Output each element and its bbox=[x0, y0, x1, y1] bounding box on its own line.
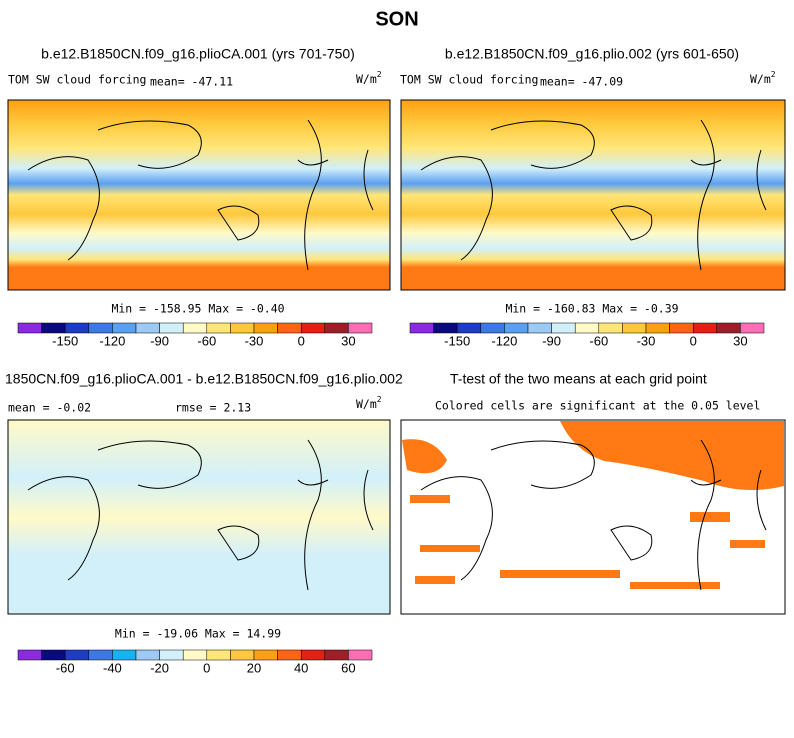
colorbar-label: 40 bbox=[294, 660, 308, 675]
colorbar-box bbox=[230, 649, 255, 661]
map bbox=[7, 419, 391, 615]
colorbar-label: 20 bbox=[247, 660, 261, 675]
units-power: 2 bbox=[377, 395, 382, 404]
units: W/m2 bbox=[356, 70, 382, 86]
colorbar-label: -150 bbox=[444, 333, 470, 348]
rmse-label: rmse = 2.13 bbox=[175, 401, 251, 415]
panel-title: b.e12.B1850CN.f09_g16.plioCA.001 (yrs 70… bbox=[41, 46, 355, 62]
units-base: W/m bbox=[356, 397, 377, 411]
colorbar-label: 30 bbox=[341, 333, 355, 348]
units-base: W/m bbox=[356, 72, 377, 86]
colorbar-label: -40 bbox=[103, 660, 122, 675]
note: Colored cells are significant at the 0.0… bbox=[435, 399, 760, 413]
colorbar-box bbox=[17, 322, 42, 334]
units-power: 2 bbox=[377, 70, 382, 79]
colorbar-box bbox=[669, 322, 694, 334]
variable-label: TOM SW cloud forcing bbox=[400, 73, 538, 87]
colorbar-box bbox=[300, 649, 326, 661]
units-power: 2 bbox=[771, 70, 776, 79]
colorbar-box bbox=[348, 322, 373, 334]
colorbar-box bbox=[17, 649, 42, 661]
colorbar-box bbox=[551, 322, 576, 334]
colorbar-box bbox=[230, 322, 255, 334]
colorbar-box bbox=[574, 322, 600, 334]
colorbar-box bbox=[480, 322, 505, 334]
colorbar-box bbox=[253, 649, 278, 661]
colorbar-label: -90 bbox=[150, 333, 169, 348]
colorbar-box bbox=[88, 649, 113, 661]
colorbar-box bbox=[159, 649, 184, 661]
variable-label: TOM SW cloud forcing bbox=[8, 73, 146, 87]
colorbar-label: -90 bbox=[542, 333, 561, 348]
colorbar-label: -60 bbox=[56, 660, 75, 675]
colorbar-box bbox=[206, 649, 231, 661]
colorbar-box bbox=[692, 322, 718, 334]
colorbar-box bbox=[64, 322, 90, 334]
panel-title: b.e12.B1850CN.f09_g16.plio.002 (yrs 601-… bbox=[445, 46, 739, 62]
map bbox=[7, 99, 391, 291]
significant-cells bbox=[402, 421, 784, 589]
units: W/m2 bbox=[750, 70, 776, 86]
colorbar-box bbox=[41, 649, 66, 661]
colorbar-box bbox=[504, 322, 529, 334]
colorbar-box bbox=[88, 322, 113, 334]
colorbar-box bbox=[527, 322, 552, 334]
colorbar-label: -30 bbox=[637, 333, 656, 348]
mean-label: mean= -47.09 bbox=[540, 75, 623, 89]
colorbar-box bbox=[645, 322, 670, 334]
colorbar-box bbox=[277, 649, 302, 661]
colorbar-box bbox=[64, 649, 90, 661]
panel-title: 1850CN.f09_g16.plioCA.001 - b.e12.B1850C… bbox=[5, 371, 403, 387]
colorbar-label: -120 bbox=[99, 333, 125, 348]
colorbar-box bbox=[324, 649, 349, 661]
colorbar-label: -30 bbox=[245, 333, 264, 348]
colorbar-box bbox=[456, 322, 482, 334]
colorbar-box bbox=[598, 322, 623, 334]
colorbar-label: 0 bbox=[690, 333, 697, 348]
colorbar-label: -120 bbox=[491, 333, 517, 348]
colorbar-label: 30 bbox=[733, 333, 747, 348]
colorbar-box bbox=[206, 322, 231, 334]
colorbar-box bbox=[433, 322, 458, 334]
colorbar-label: -60 bbox=[197, 333, 216, 348]
colorbar-box bbox=[409, 322, 434, 334]
colorbar-label: -150 bbox=[52, 333, 78, 348]
colorbar-box bbox=[253, 322, 278, 334]
colorbar-box bbox=[740, 322, 765, 334]
colorbar-box bbox=[159, 322, 184, 334]
colorbar-label: 0 bbox=[203, 660, 210, 675]
panel-title: T-test of the two means at each grid poi… bbox=[450, 371, 707, 387]
colorbar-box bbox=[716, 322, 741, 334]
colorbar-box bbox=[135, 322, 160, 334]
colorbar-box bbox=[324, 322, 349, 334]
colorbar-label: 0 bbox=[298, 333, 305, 348]
colorbar-label: 60 bbox=[341, 660, 355, 675]
mean-label: mean= -47.11 bbox=[150, 75, 233, 89]
colorbar-box bbox=[300, 322, 326, 334]
map bbox=[400, 99, 786, 291]
colorbar-label: -20 bbox=[150, 660, 169, 675]
title-backdrop bbox=[440, 368, 794, 392]
colorbar-box bbox=[182, 649, 208, 661]
stats: Min = -158.95 Max = -0.40 bbox=[111, 302, 284, 316]
colorbar-box bbox=[112, 649, 137, 661]
mean-label: mean = -0.02 bbox=[8, 401, 91, 415]
units-base: W/m bbox=[750, 72, 771, 86]
stats: Min = -160.83 Max = -0.39 bbox=[505, 302, 678, 316]
colorbar-box bbox=[135, 649, 160, 661]
stats: Min = -19.06 Max = 14.99 bbox=[115, 627, 281, 641]
colorbar-box bbox=[41, 322, 66, 334]
units: W/m2 bbox=[356, 395, 382, 411]
figure-title: SON bbox=[375, 8, 418, 30]
colorbar-label: -60 bbox=[589, 333, 608, 348]
colorbar-box bbox=[622, 322, 647, 334]
colorbar-box bbox=[112, 322, 137, 334]
colorbar-box bbox=[348, 649, 373, 661]
colorbar-box bbox=[182, 322, 208, 334]
colorbar-box bbox=[277, 322, 302, 334]
